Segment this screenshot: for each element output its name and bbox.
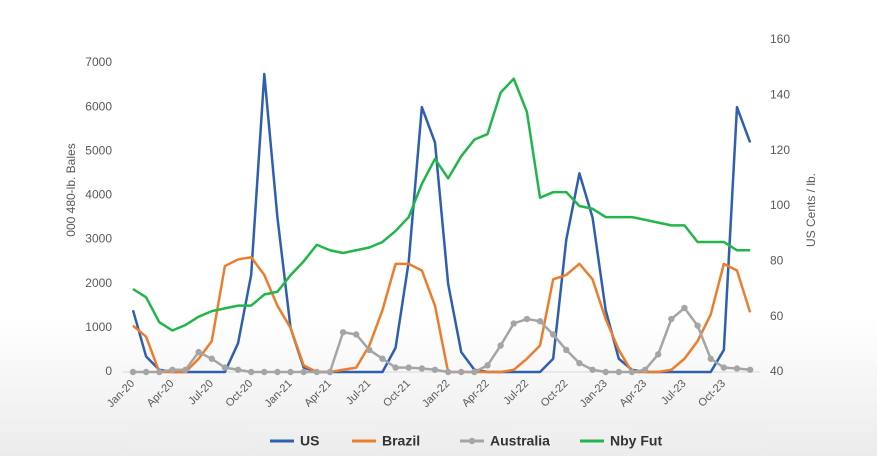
y2-tick-label: 160 <box>770 32 790 46</box>
series-marker <box>668 315 675 323</box>
series-marker <box>300 368 307 376</box>
series-marker <box>287 368 294 376</box>
y2-tick-label: 60 <box>770 309 784 323</box>
series-marker <box>379 355 386 362</box>
legend-marker <box>468 437 476 445</box>
y2-tick-label: 80 <box>770 254 784 268</box>
series-marker <box>221 364 229 371</box>
x-tick-label: Apr-20 <box>145 378 177 410</box>
series-marker <box>536 318 544 325</box>
legend-label: Australia <box>490 433 550 449</box>
x-tick-label: Apr-21 <box>302 378 334 410</box>
legend-label: Nby Fut <box>610 433 662 449</box>
series-marker <box>589 366 596 373</box>
series-marker <box>182 366 189 373</box>
y-tick-label: 7000 <box>85 55 112 69</box>
series-marker <box>458 368 465 376</box>
x-tick-label: Oct-21 <box>381 378 413 410</box>
series-marker <box>641 366 649 373</box>
x-tick-label: Jan-23 <box>578 378 610 410</box>
x-tick-label: Oct-22 <box>539 378 571 410</box>
series-marker <box>313 368 321 376</box>
series-marker <box>576 359 583 367</box>
y2-tick-label: 120 <box>770 143 790 157</box>
series-marker <box>392 364 399 371</box>
series-marker <box>366 346 373 354</box>
series-marker <box>169 366 176 373</box>
legend-label: Brazil <box>382 433 420 449</box>
series-marker <box>707 355 714 362</box>
series-marker <box>339 329 347 336</box>
series-marker <box>326 368 334 376</box>
y-tick-label: 6000 <box>85 99 112 113</box>
series-marker <box>274 368 281 376</box>
x-tick-label: Jan-22 <box>420 378 452 410</box>
series-marker <box>234 366 242 373</box>
y-tick-label: 5000 <box>85 143 112 157</box>
series-marker <box>497 342 504 349</box>
series-marker <box>142 368 150 376</box>
y2-tick-label: 40 <box>770 364 784 378</box>
x-tick-label: Oct-23 <box>696 378 728 410</box>
series-marker <box>549 331 557 338</box>
series-marker <box>261 368 268 376</box>
y-tick-label: 1000 <box>85 320 112 334</box>
y-tick-label: 2000 <box>85 276 112 290</box>
series-marker <box>444 368 452 376</box>
x-tick-label: Apr-22 <box>460 378 492 410</box>
y-axis-label: 000 480-lb. Bales <box>64 143 78 236</box>
x-tick-label: Oct-20 <box>224 378 256 410</box>
x-tick-label: Jul-23 <box>659 378 689 408</box>
x-tick-label: Jan-21 <box>262 378 294 410</box>
y-tick-label: 3000 <box>85 232 112 246</box>
y2-axis-label: US Cents / lb. <box>804 173 818 247</box>
series-marker <box>628 368 636 376</box>
y-tick-label: 4000 <box>85 188 112 202</box>
series-marker <box>405 364 412 371</box>
series-marker <box>129 368 137 376</box>
series-marker <box>655 351 662 358</box>
legend-label: US <box>300 433 319 449</box>
series-marker <box>602 368 609 376</box>
x-tick-label: Jul-20 <box>186 378 216 408</box>
y2-tick-label: 140 <box>770 88 790 102</box>
series-marker <box>471 368 478 376</box>
series-marker <box>615 368 623 376</box>
x-tick-label: Apr-23 <box>617 378 649 410</box>
series-line <box>132 77 751 332</box>
series-marker <box>208 355 215 362</box>
series-marker <box>563 346 570 354</box>
series-marker <box>431 366 439 373</box>
series-marker <box>353 331 360 338</box>
series-marker <box>694 322 701 329</box>
series-marker <box>418 365 426 372</box>
series-marker <box>733 365 741 372</box>
y-tick-label: 0 <box>105 364 112 378</box>
series-marker <box>156 368 163 376</box>
x-tick-label: Jul-21 <box>344 378 374 408</box>
series-marker <box>523 315 531 323</box>
x-tick-label: Jul-22 <box>501 378 531 408</box>
y2-tick-label: 100 <box>770 198 790 212</box>
series-marker <box>484 362 491 369</box>
series-marker <box>746 366 754 373</box>
series-marker <box>247 368 255 376</box>
series-marker <box>681 304 688 312</box>
series-marker <box>720 364 728 371</box>
x-tick-label: Jan-20 <box>105 378 137 410</box>
series-marker <box>195 348 202 356</box>
series-marker <box>510 320 517 327</box>
